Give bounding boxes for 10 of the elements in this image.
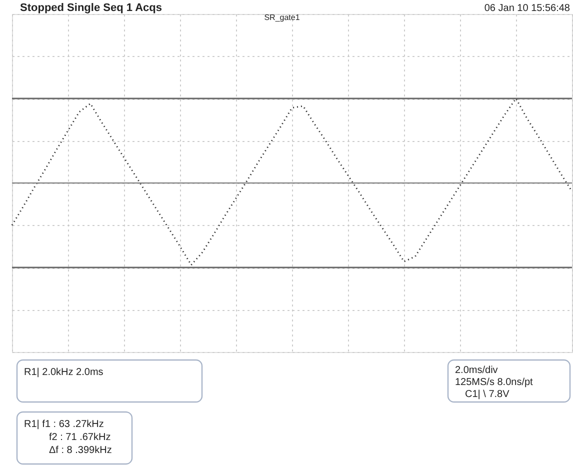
text: Stopped Single Seq 1 Acqs [20, 2, 162, 14]
text: 2.0ms/div [455, 365, 498, 376]
text: 06 Jan 10 15:56:48 [484, 3, 570, 14]
text: R1| 2.0kHz 2.0ms [24, 367, 104, 378]
text: 125MS/s 8.0ns/pt [455, 377, 534, 388]
text: f2 : 71 .67kHz [49, 432, 111, 443]
text: C1| \ 7.8V [465, 389, 510, 400]
text: Δf : 8 .399kHz [49, 445, 112, 456]
text: R1| f1 : 63 .27kHz [24, 419, 104, 430]
text: SR_gate1 [264, 13, 300, 22]
